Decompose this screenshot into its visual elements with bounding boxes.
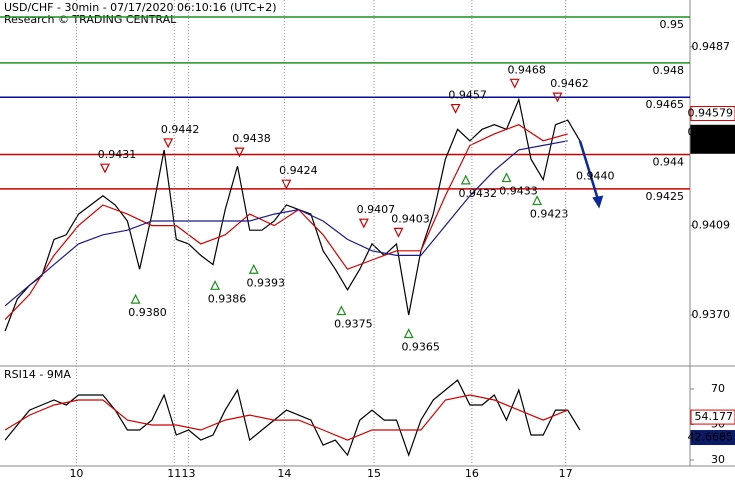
- pivot-label: 0.9468: [507, 63, 546, 76]
- pivot-label: 0.9432: [459, 187, 498, 200]
- chart-subtitle: Research © TRADING CENTRAL: [4, 13, 177, 26]
- pivot-label: 0.9457: [448, 89, 487, 102]
- value-box: [690, 409, 735, 425]
- level-label: 0.9465: [646, 98, 685, 111]
- pivot-label: 0.9403: [391, 212, 430, 225]
- y-tick-label: 0.9370: [692, 308, 731, 321]
- value-box-label: 0.94579: [688, 106, 734, 119]
- pivot-label: 0.9386: [208, 292, 247, 305]
- x-tick-label: 10: [69, 467, 83, 480]
- y-tick-label: 30: [711, 453, 725, 466]
- value-box-label: 0.9446: [695, 139, 734, 152]
- pivot-label: 0.9423: [530, 208, 569, 221]
- series-line: [4, 394, 568, 441]
- pivot-marker: [509, 78, 520, 89]
- panel-title: RSI14 - 9MA: [4, 368, 71, 381]
- pivot-label: 0.9380: [128, 306, 167, 319]
- pivot-marker: [100, 163, 110, 174]
- series-line: [4, 124, 568, 321]
- pivot-label: 0.9433: [499, 185, 538, 198]
- pivot-marker: [460, 174, 471, 185]
- x-tick-label: 14: [277, 467, 291, 480]
- value-box: [690, 430, 735, 446]
- pivot-label: 0.9393: [247, 276, 286, 289]
- pivot-label: 0.9375: [334, 318, 373, 331]
- pivot-label: 0.9407: [357, 203, 396, 216]
- y-tick-label: 0.9409: [692, 219, 731, 232]
- pivot-marker: [532, 195, 543, 206]
- level-label: 0.95: [660, 18, 685, 31]
- value-box-label: 54.177: [695, 410, 734, 423]
- value-box-label: 42.6685: [688, 431, 734, 444]
- pivot-label: 0.9462: [550, 77, 589, 90]
- pivot-label: 0.9442: [161, 123, 200, 136]
- x-tick-label: 11: [167, 467, 181, 480]
- pivot-marker: [130, 293, 141, 304]
- x-tick-label: 15: [367, 467, 381, 480]
- level-label: 0.9425: [646, 190, 685, 203]
- level-label: 0.944: [653, 156, 685, 169]
- pivot-marker: [393, 227, 404, 238]
- pivot-marker: [210, 279, 221, 290]
- pivot-label: 0.9424: [279, 164, 318, 177]
- pivot-marker: [552, 92, 563, 103]
- value-box: [690, 138, 735, 154]
- pivot-label: 0.9431: [98, 148, 137, 161]
- y-tick-label: 70: [711, 382, 725, 395]
- target-label: 0.9440: [576, 170, 615, 183]
- pivot-marker: [501, 172, 512, 183]
- series-line: [4, 140, 568, 307]
- pivot-marker: [336, 305, 347, 316]
- pivot-marker: [163, 138, 174, 149]
- pivot-marker: [248, 263, 259, 274]
- value-box-label: 0.94497: [688, 125, 734, 138]
- x-tick-label: 16: [465, 467, 479, 480]
- target-arrow: [578, 140, 600, 201]
- pivot-marker: [281, 179, 292, 190]
- pivot-marker: [358, 218, 369, 229]
- pivot-marker: [234, 147, 245, 158]
- pivot-marker: [403, 328, 414, 339]
- pivot-label: 0.9438: [232, 132, 271, 145]
- series-line: [4, 97, 581, 332]
- x-tick-label: 17: [559, 467, 573, 480]
- pivot-marker: [450, 103, 461, 114]
- y-tick-label: 0.9487: [692, 40, 731, 53]
- pivot-label: 0.9365: [401, 340, 440, 353]
- value-box: [690, 105, 735, 121]
- x-tick-label: 13: [182, 467, 196, 480]
- chart-title: USD/CHF - 30min - 07/17/2020 06:10:16 (U…: [4, 1, 277, 14]
- level-label: 0.948: [653, 64, 685, 77]
- series-line: [4, 379, 581, 457]
- target-arrowhead: [592, 195, 604, 209]
